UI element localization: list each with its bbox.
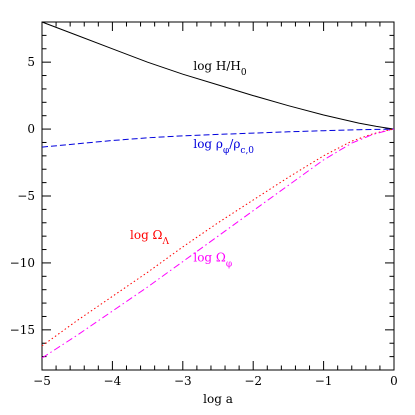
x-axis-label: log a [203,392,233,406]
annotation-rho-sub2: c,0 [240,146,254,156]
annotation-omega-phi: log Ωφ [193,251,232,270]
annotation-hubble-main: log H/H [193,59,241,73]
annotation-omega-phi-main: log Ω [193,251,226,265]
x-tick-label: 0 [390,374,398,388]
y-tick-label: 5 [27,55,35,69]
x-tick-label: −3 [174,374,192,388]
series-line-rho [41,128,395,148]
tick-labels: −5 −4 −3 −2 −1 050−5−10−15 [10,55,398,388]
x-tick-label: −1 [315,374,333,388]
annotation-omega-lambda-main: log Ω [130,228,163,242]
annotation-rho-mid: /ρ [229,137,240,151]
annotation-hubble: log H/H0 [193,59,247,78]
plot-frame [41,21,395,371]
series-line-omega_lambda [41,128,395,347]
x-tick-label: −5 [33,374,51,388]
y-tick-label: −15 [10,323,35,337]
annotation-rho-sub1: φ [223,146,229,156]
axis-ticks [41,21,395,371]
x-tick-label: −4 [104,374,122,388]
annotation-rho: log ρφ/ρc,0 [193,137,254,156]
curves [41,21,395,359]
y-tick-label: −5 [17,189,35,203]
y-tick-label: −10 [10,256,35,270]
annotation-hubble-sub: 0 [241,68,247,78]
annotation-omega-lambda: log ΩΛ [130,228,170,247]
annotation-omega-phi-sub: φ [226,260,232,270]
annotation-rho-main: log ρ [193,137,223,151]
y-tick-label: 0 [27,122,35,136]
x-tick-label: −2 [244,374,262,388]
annotation-omega-lambda-sub: Λ [162,237,170,247]
series-line-omega_phi [41,128,395,359]
series-line-H [41,21,395,130]
